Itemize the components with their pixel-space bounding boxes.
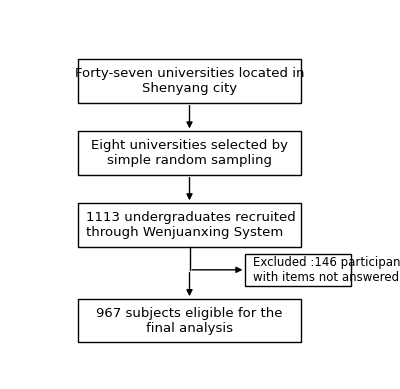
FancyBboxPatch shape: [78, 203, 301, 247]
Text: Forty-seven universities located in
Shenyang city: Forty-seven universities located in Shen…: [75, 67, 304, 95]
FancyBboxPatch shape: [245, 254, 351, 286]
Text: 1113 undergraduates recruited
through Wenjuanxing System: 1113 undergraduates recruited through We…: [86, 211, 295, 239]
Text: Eight universities selected by
simple random sampling: Eight universities selected by simple ra…: [91, 139, 288, 167]
FancyBboxPatch shape: [78, 131, 301, 175]
FancyBboxPatch shape: [78, 299, 301, 342]
Text: Excluded :146 participants
with items not answered>10%: Excluded :146 participants with items no…: [253, 256, 400, 284]
Text: 967 subjects eligible for the
final analysis: 967 subjects eligible for the final anal…: [96, 307, 283, 335]
FancyBboxPatch shape: [78, 60, 301, 103]
